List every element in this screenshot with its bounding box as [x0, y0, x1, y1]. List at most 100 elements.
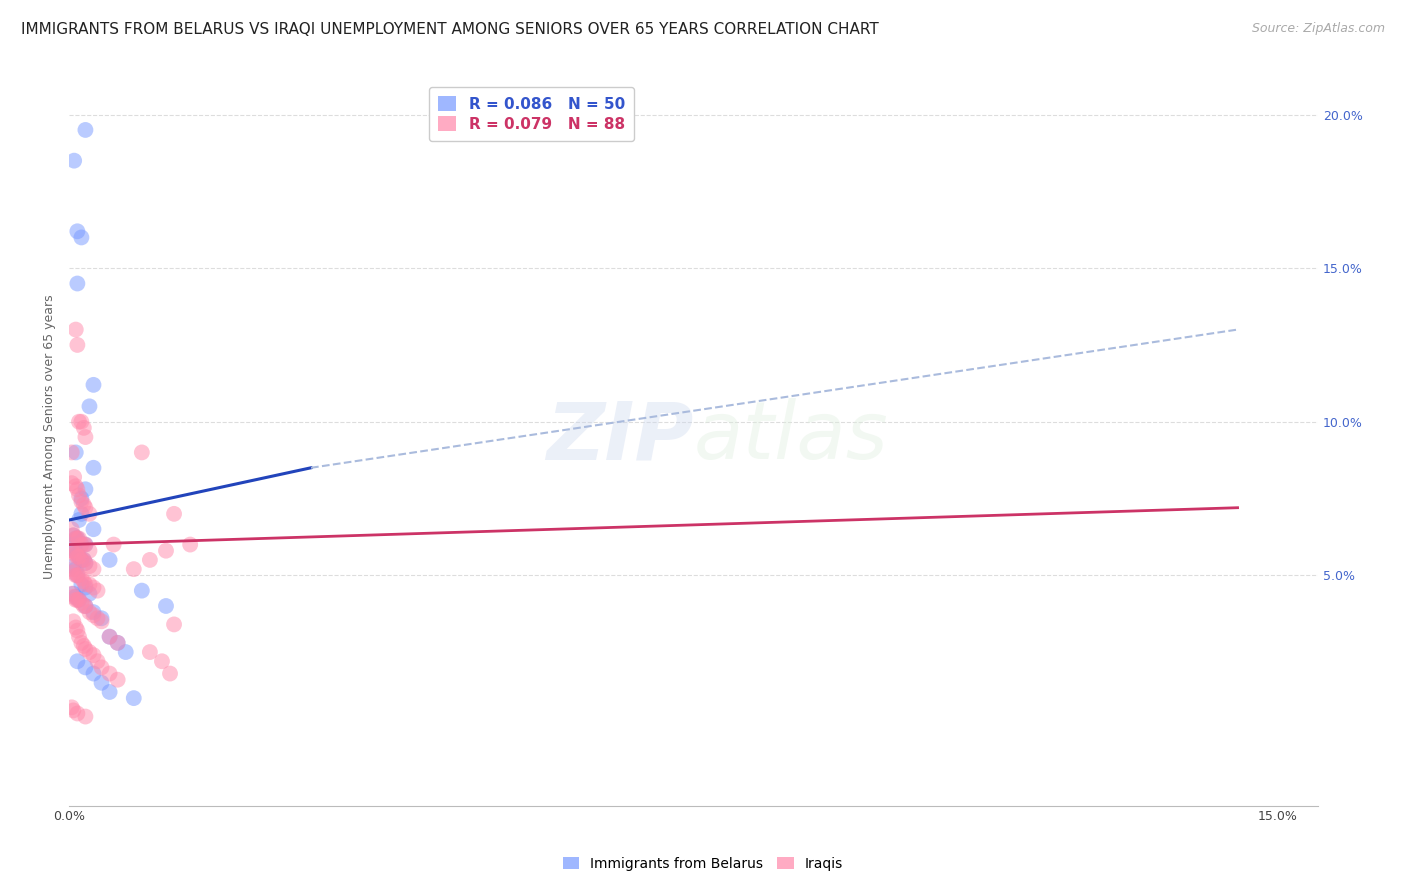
- Point: [65, 445, 87, 459]
- Point: [60, 476, 83, 491]
- Point: [82, 377, 104, 392]
- Point: [122, 562, 145, 576]
- Point: [62, 615, 84, 629]
- Point: [67, 415, 90, 429]
- Point: [67, 532, 90, 546]
- Point: [75, 556, 97, 570]
- Point: [62, 547, 84, 561]
- Point: [70, 491, 93, 506]
- Point: [66, 654, 89, 668]
- Point: [86, 583, 108, 598]
- Point: [107, 673, 129, 687]
- Point: [70, 553, 93, 567]
- Point: [62, 703, 84, 717]
- Point: [98, 666, 121, 681]
- Point: [79, 400, 101, 414]
- Point: [73, 553, 96, 567]
- Point: [66, 549, 89, 564]
- Point: [66, 532, 89, 546]
- Point: [60, 543, 83, 558]
- Y-axis label: Unemployment Among Seniors over 65 years: Unemployment Among Seniors over 65 years: [44, 294, 56, 580]
- Point: [82, 648, 104, 662]
- Point: [179, 537, 201, 551]
- Point: [67, 568, 90, 582]
- Point: [131, 583, 153, 598]
- Text: Source: ZipAtlas.com: Source: ZipAtlas.com: [1251, 22, 1385, 36]
- Point: [98, 553, 121, 567]
- Point: [75, 660, 97, 674]
- Point: [75, 642, 97, 657]
- Point: [73, 574, 96, 589]
- Point: [65, 532, 87, 546]
- Point: [82, 581, 104, 595]
- Point: [82, 522, 104, 536]
- Point: [65, 532, 87, 546]
- Point: [82, 666, 104, 681]
- Point: [75, 599, 97, 613]
- Point: [66, 532, 89, 546]
- Point: [82, 460, 104, 475]
- Point: [62, 559, 84, 574]
- Point: [65, 479, 87, 493]
- Point: [79, 543, 101, 558]
- Point: [67, 488, 90, 502]
- Text: IMMIGRANTS FROM BELARUS VS IRAQI UNEMPLOYMENT AMONG SENIORS OVER 65 YEARS CORREL: IMMIGRANTS FROM BELARUS VS IRAQI UNEMPLO…: [21, 22, 879, 37]
- Point: [66, 706, 89, 721]
- Point: [79, 559, 101, 574]
- Point: [65, 620, 87, 634]
- Point: [75, 556, 97, 570]
- Point: [75, 581, 97, 595]
- Point: [90, 675, 112, 690]
- Point: [82, 605, 104, 619]
- Point: [67, 592, 90, 607]
- Point: [73, 639, 96, 653]
- Point: [66, 483, 89, 497]
- Point: [65, 590, 87, 604]
- Point: [139, 553, 162, 567]
- Point: [98, 685, 121, 699]
- Point: [65, 547, 87, 561]
- Point: [131, 445, 153, 459]
- Point: [70, 230, 93, 244]
- Point: [73, 498, 96, 512]
- Point: [60, 587, 83, 601]
- Point: [66, 547, 89, 561]
- Point: [63, 153, 86, 168]
- Point: [90, 611, 112, 625]
- Point: [62, 528, 84, 542]
- Point: [75, 537, 97, 551]
- Point: [86, 611, 108, 625]
- Point: [159, 666, 181, 681]
- Point: [107, 636, 129, 650]
- Legend: R = 0.086   N = 50, R = 0.079   N = 88: R = 0.086 N = 50, R = 0.079 N = 88: [429, 87, 634, 141]
- Text: atlas: atlas: [693, 398, 889, 476]
- Point: [70, 596, 93, 610]
- Point: [79, 507, 101, 521]
- Point: [70, 507, 93, 521]
- Point: [103, 537, 125, 551]
- Point: [66, 592, 89, 607]
- Point: [60, 562, 83, 576]
- Point: [155, 543, 177, 558]
- Point: [66, 568, 89, 582]
- Point: [70, 553, 93, 567]
- Point: [75, 500, 97, 515]
- Point: [163, 507, 186, 521]
- Point: [79, 587, 101, 601]
- Point: [63, 470, 86, 484]
- Point: [70, 636, 93, 650]
- Point: [67, 630, 90, 644]
- Point: [67, 513, 90, 527]
- Point: [163, 617, 186, 632]
- Point: [79, 605, 101, 619]
- Text: ZIP: ZIP: [547, 398, 693, 476]
- Point: [155, 599, 177, 613]
- Point: [73, 599, 96, 613]
- Point: [75, 430, 97, 444]
- Point: [65, 322, 87, 336]
- Point: [70, 537, 93, 551]
- Point: [98, 630, 121, 644]
- Point: [114, 645, 136, 659]
- Point: [86, 654, 108, 668]
- Point: [75, 483, 97, 497]
